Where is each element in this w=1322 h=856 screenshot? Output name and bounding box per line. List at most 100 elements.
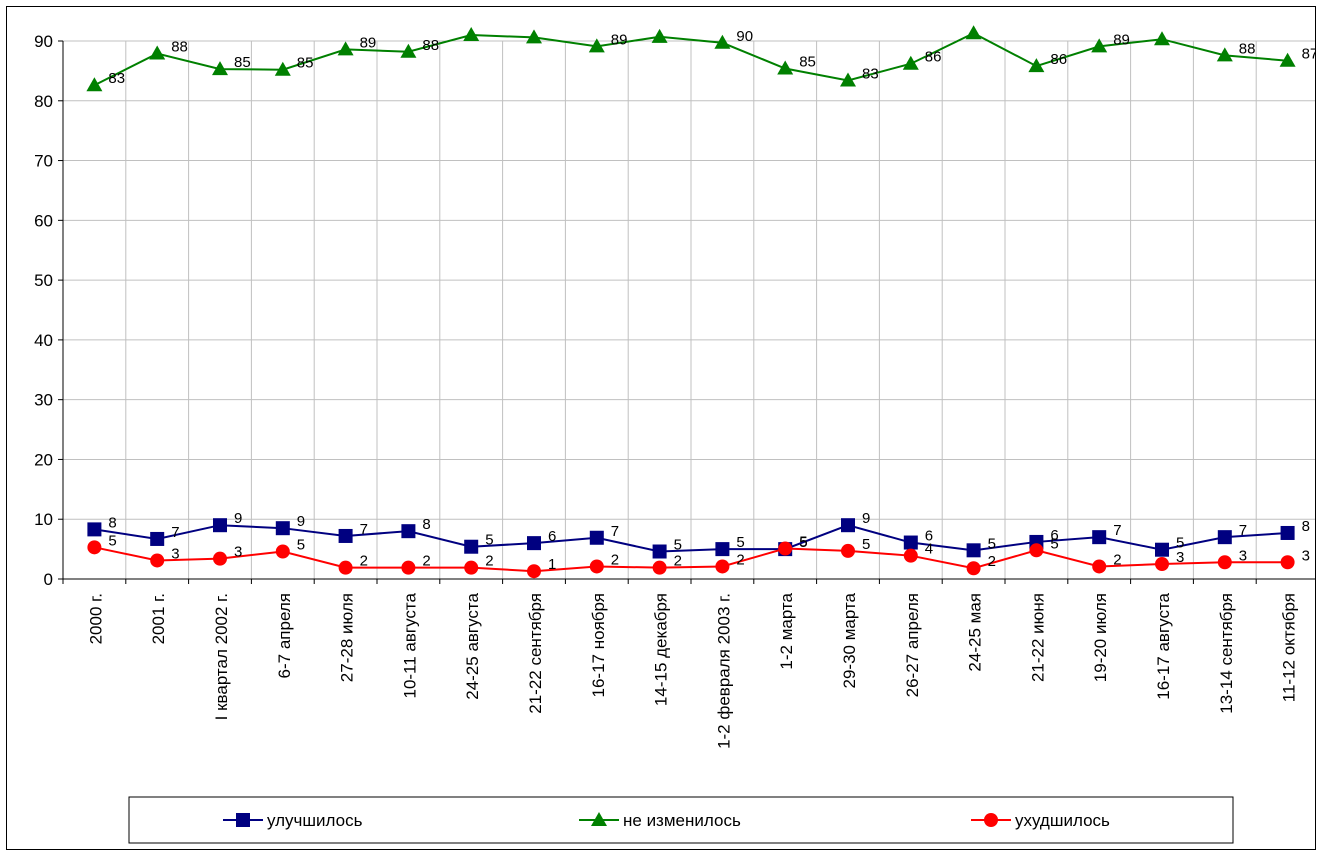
legend-label: ухудшилось: [1015, 811, 1110, 830]
marker-circle: [1280, 555, 1295, 570]
series-line: [94, 524, 1288, 553]
marker-square: [966, 543, 981, 558]
marker-circle: [1029, 543, 1044, 558]
y-tick-label: 10: [34, 510, 53, 529]
marker-square: [841, 518, 855, 533]
marker-square: [213, 518, 227, 533]
data-label: 2: [485, 553, 493, 570]
marker-circle: [527, 564, 541, 579]
data-label: 3: [171, 545, 179, 562]
data-label: 5: [1176, 535, 1184, 552]
marker-square: [527, 536, 541, 551]
marker-circle: [1155, 557, 1169, 572]
marker-triangle: [840, 72, 856, 87]
data-label: 5: [485, 532, 493, 549]
marker-circle: [778, 541, 793, 556]
data-label: 8: [108, 514, 116, 531]
legend-label: улучшилось: [267, 811, 363, 830]
data-label: 86: [925, 49, 942, 66]
data-label: 5: [674, 537, 682, 554]
marker-square: [275, 521, 290, 536]
x-tick-label: 1-2 февраля 2003 г.: [714, 593, 733, 749]
series-1: [86, 25, 1296, 92]
x-tick-label: 13-14 сентября: [1217, 593, 1236, 714]
marker-triangle: [526, 29, 542, 44]
marker-square: [715, 542, 730, 557]
y-tick-label: 70: [34, 152, 53, 171]
line-chart: 0 10 20 30 40 50 60 70 80 90 2000 г. 2001 г. I кварт…: [34, 25, 1320, 844]
y-tick-label: 30: [34, 391, 53, 410]
marker-square: [1280, 525, 1295, 540]
x-tick-label: 6-7 апреля: [275, 593, 294, 678]
y-tick-label: 60: [34, 211, 53, 230]
marker-triangle: [463, 27, 480, 42]
marker-triangle: [1028, 58, 1045, 73]
marker-triangle: [714, 34, 731, 49]
marker-circle: [984, 813, 998, 827]
axis-layer: 0 10 20 30 40 50 60 70 80 90 2000 г. 2001 г. I кварт…: [34, 32, 1320, 749]
data-label: 4: [925, 541, 933, 558]
data-label: 7: [1239, 522, 1247, 539]
data-label: 5: [799, 534, 807, 551]
x-tick-label: 27-28 июля: [338, 593, 357, 682]
marker-triangle: [274, 61, 291, 76]
x-tick-label: 2001 г.: [149, 593, 168, 644]
marker-square: [1155, 542, 1169, 557]
data-label: 83: [862, 65, 879, 82]
marker-triangle: [651, 28, 668, 43]
marker-triangle: [149, 45, 166, 60]
data-label: 3: [1302, 547, 1310, 564]
data-label: 3: [1176, 549, 1184, 566]
data-label: 5: [297, 537, 305, 554]
marker-triangle: [588, 38, 605, 53]
marker-square: [338, 528, 353, 543]
marker-circle: [715, 559, 730, 574]
legend-item-1: не изменилось: [579, 811, 741, 830]
data-label: 2: [674, 553, 682, 570]
y-tick-label: 50: [34, 271, 53, 290]
data-label: 90: [736, 28, 753, 45]
x-tick-label: 21-22 сентября: [526, 593, 545, 714]
data-label: 85: [799, 53, 816, 70]
x-tick-label: 21-22 июня: [1028, 593, 1047, 682]
legend-box: [128, 796, 1234, 844]
data-label: 86: [1050, 51, 1067, 68]
marker-circle: [401, 560, 416, 575]
data-label: 5: [988, 535, 996, 552]
marker-circle: [1217, 555, 1232, 570]
marker-triangle: [965, 25, 982, 40]
marker-triangle: [86, 77, 103, 92]
data-label: 2: [422, 553, 430, 570]
x-tick-label: 19-20 июля: [1091, 593, 1110, 682]
marker-square: [1217, 530, 1232, 545]
marker-triangle: [400, 43, 417, 58]
x-tick-label: 24-25 августа: [463, 592, 482, 699]
y-tick-label: 90: [34, 32, 53, 51]
marker-circle: [150, 553, 165, 568]
legend-label: не изменилось: [623, 811, 741, 830]
data-label: 5: [799, 534, 807, 551]
marker-square: [903, 535, 918, 550]
marker-circle: [1092, 559, 1107, 574]
data-label: 2: [1113, 551, 1121, 568]
data-label: 6: [925, 528, 933, 545]
data-label: 2: [611, 551, 619, 568]
series-layer: [86, 25, 1296, 579]
data-label: 2: [360, 553, 368, 570]
data-label: 88: [171, 39, 188, 56]
marker-square: [1092, 530, 1107, 545]
y-tick-label: 40: [34, 331, 53, 350]
marker-circle: [338, 560, 353, 575]
x-tick-label: 11-12 октября: [1280, 593, 1299, 702]
data-label: 2: [988, 553, 996, 570]
marker-triangle: [591, 812, 607, 826]
marker-square: [464, 539, 479, 554]
data-label: 8: [422, 516, 430, 533]
marker-triangle: [902, 55, 919, 70]
data-label: 2: [736, 551, 744, 568]
data-label: 85: [297, 55, 314, 72]
data-label: 5: [736, 534, 744, 551]
marker-circle: [464, 560, 479, 575]
data-label: 88: [422, 37, 439, 54]
data-label: 8: [1302, 518, 1310, 535]
